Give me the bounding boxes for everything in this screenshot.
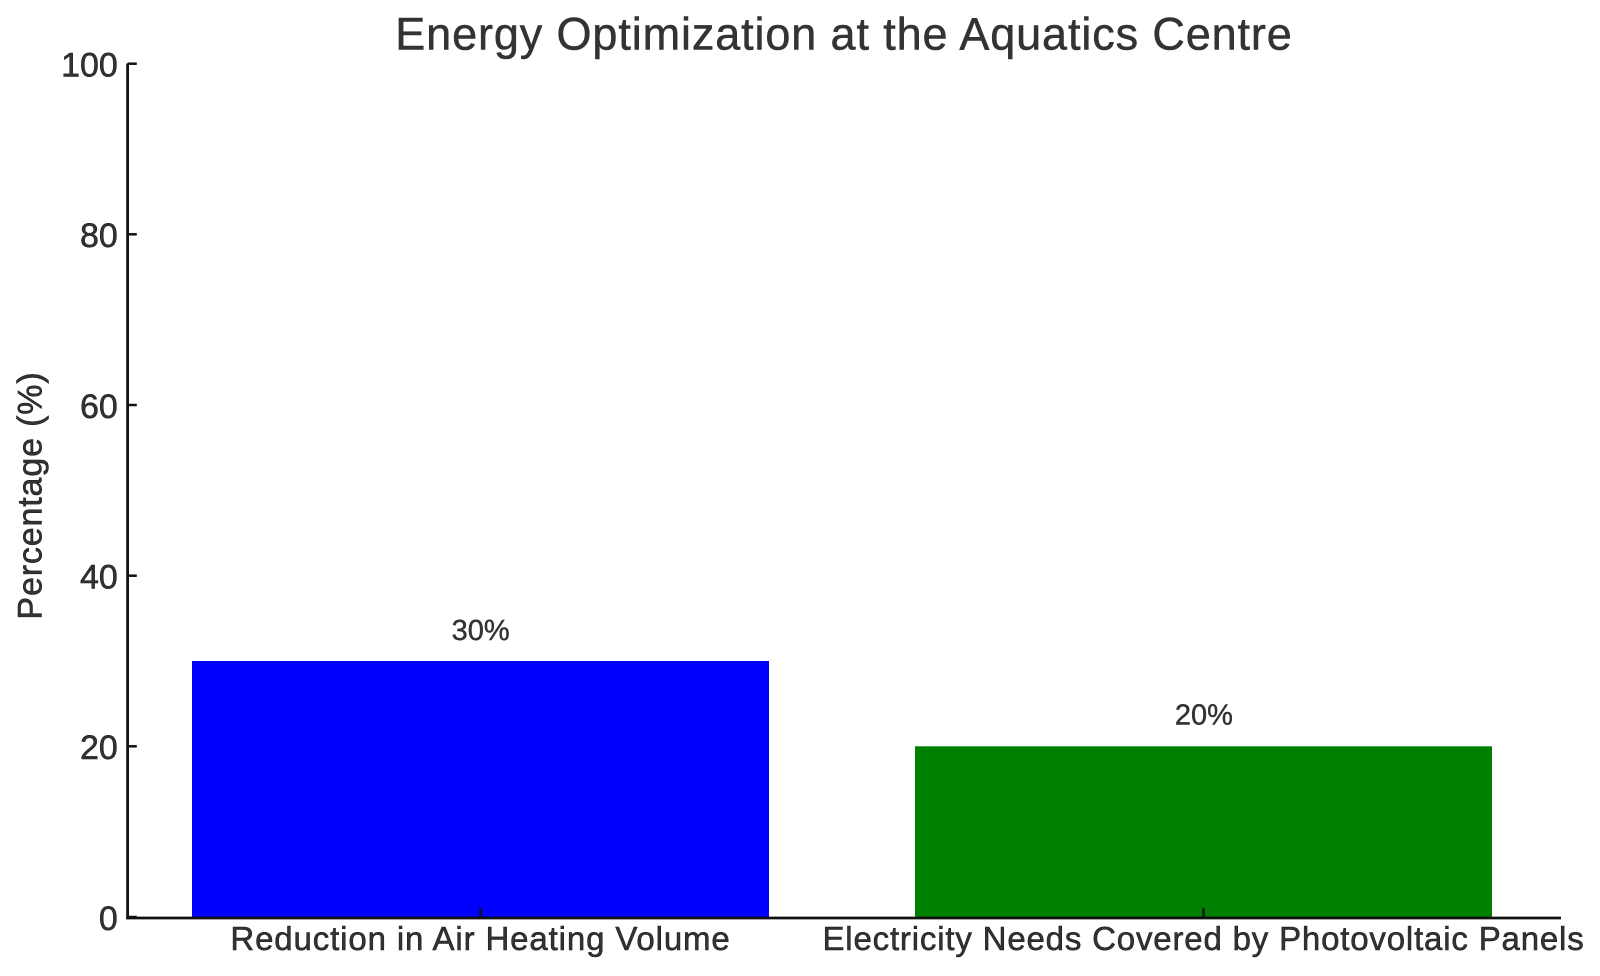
svg-text:Electricity Needs Covered by P: Electricity Needs Covered by Photovoltai… bbox=[822, 920, 1584, 957]
svg-text:20%: 20% bbox=[1175, 700, 1233, 732]
svg-text:30%: 30% bbox=[452, 615, 510, 647]
svg-text:20: 20 bbox=[80, 729, 118, 767]
svg-text:0: 0 bbox=[99, 900, 118, 938]
svg-text:Reduction in Air Heating Volum: Reduction in Air Heating Volume bbox=[230, 920, 730, 957]
svg-text:40: 40 bbox=[80, 559, 118, 597]
svg-text:100: 100 bbox=[61, 46, 118, 84]
svg-text:Energy Optimization at the Aqu: Energy Optimization at the Aquatics Cent… bbox=[395, 9, 1292, 60]
svg-text:60: 60 bbox=[80, 388, 118, 426]
svg-text:80: 80 bbox=[80, 217, 118, 255]
svg-text:Percentage (%): Percentage (%) bbox=[11, 371, 49, 619]
